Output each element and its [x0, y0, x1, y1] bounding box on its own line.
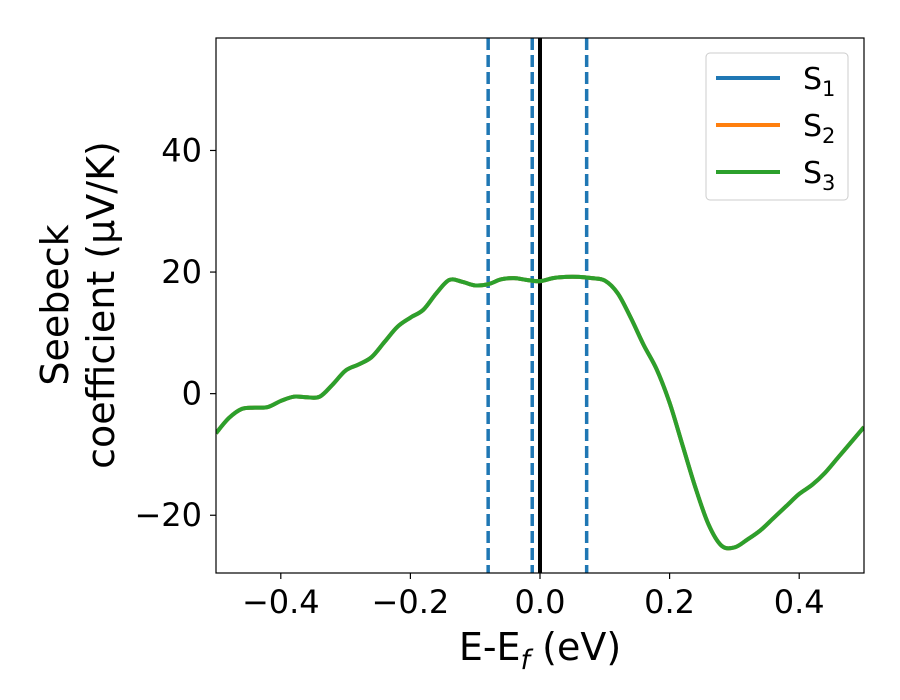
vertical-reference-lines [486, 38, 589, 573]
y-axis-label: Seebeck coefficient (μV/K) [33, 141, 123, 469]
series-line-s3 [216, 274, 864, 551]
legend-label-s3: S3 [803, 156, 835, 195]
x-tick-label: −0.4 [242, 583, 320, 621]
x-axis-ticks: −0.4 −0.2 0.0 0.2 0.4 [242, 573, 825, 621]
y-axis-label-line1: Seebeck [33, 224, 77, 385]
x-tick-label: 0.0 [515, 583, 566, 621]
y-axis-label-line2: coefficient (μV/K) [79, 141, 123, 469]
legend-label-s2: S2 [803, 109, 835, 148]
legend: S1 S2 S3 [705, 52, 849, 201]
x-tick-label: −0.2 [372, 583, 450, 621]
y-tick-label: 40 [161, 131, 202, 169]
x-tick-label: 0.4 [774, 583, 825, 621]
series-layer [216, 274, 864, 551]
y-tick-label: 0 [182, 375, 202, 413]
x-axis-label: E-Ef (eV) [459, 625, 621, 676]
y-tick-label: −20 [134, 496, 202, 534]
y-axis-ticks: −20 0 20 40 [134, 131, 216, 534]
legend-label-s1: S1 [803, 62, 835, 101]
x-tick-label: 0.2 [644, 583, 695, 621]
y-tick-label: 20 [161, 253, 202, 291]
